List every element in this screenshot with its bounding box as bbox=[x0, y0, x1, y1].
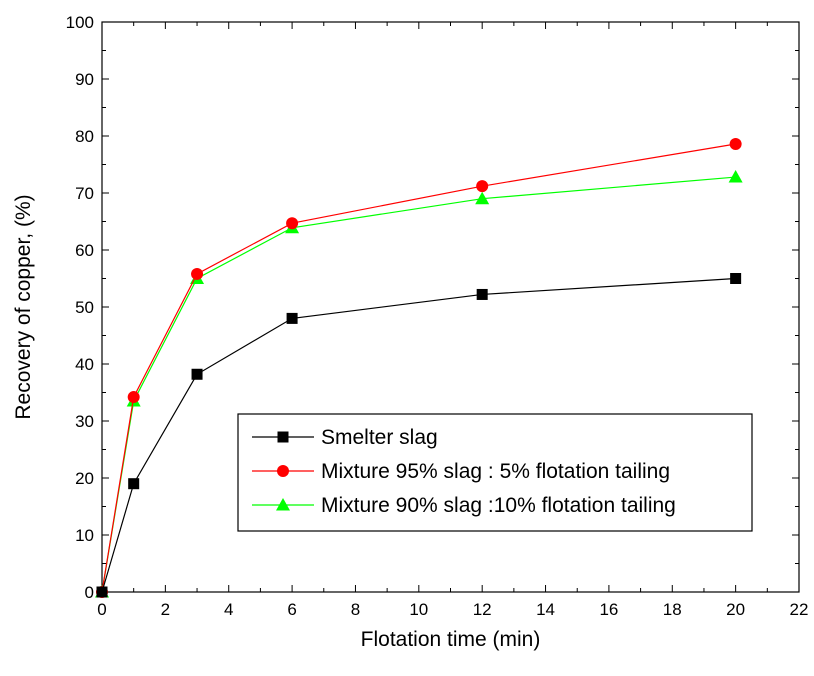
legend-label: Mixture 90% slag :10% flotation tailing bbox=[321, 494, 676, 517]
x-axis-title: Flotation time (min) bbox=[361, 628, 541, 651]
x-tick-label: 10 bbox=[409, 600, 428, 619]
legend-box bbox=[237, 413, 753, 532]
legend-marker bbox=[277, 465, 289, 477]
y-axis-title: Recovery of copper, (%) bbox=[12, 194, 35, 419]
y-tick-label: 40 bbox=[75, 355, 94, 374]
x-tick-label: 14 bbox=[536, 600, 555, 619]
x-tick-label: 20 bbox=[726, 600, 745, 619]
series-0 bbox=[96, 273, 742, 598]
data-point-0 bbox=[128, 478, 140, 490]
data-point-0 bbox=[286, 312, 298, 324]
x-tick-label: 2 bbox=[161, 600, 170, 619]
x-tick-label: 8 bbox=[351, 600, 360, 619]
y-tick-label: 10 bbox=[75, 526, 94, 545]
legend-item-2: Mixture 90% slag :10% flotation tailing bbox=[252, 494, 676, 517]
y-tick-label: 20 bbox=[75, 469, 94, 488]
data-point-0 bbox=[191, 368, 203, 380]
data-point-1 bbox=[729, 137, 742, 150]
x-tick-label: 16 bbox=[599, 600, 618, 619]
legend-item-1: Mixture 95% slag : 5% flotation tailing bbox=[252, 460, 670, 483]
x-tick-label: 0 bbox=[97, 600, 106, 619]
data-point-2 bbox=[475, 191, 490, 205]
data-point-1 bbox=[191, 267, 204, 280]
legend-marker bbox=[277, 431, 289, 443]
y-tick-label: 50 bbox=[75, 298, 94, 317]
legend-label: Smelter slag bbox=[321, 426, 438, 449]
data-point-0 bbox=[730, 273, 742, 284]
x-tick-label: 12 bbox=[473, 600, 492, 619]
y-tick-label: 90 bbox=[75, 70, 94, 89]
legend-marker bbox=[276, 498, 290, 511]
data-point-1 bbox=[127, 391, 140, 404]
data-point-0 bbox=[476, 288, 488, 300]
legend-label: Mixture 95% slag : 5% flotation tailing bbox=[321, 460, 670, 483]
y-tick-label: 70 bbox=[75, 184, 94, 203]
y-tick-label: 60 bbox=[75, 241, 94, 260]
data-point-1 bbox=[476, 180, 489, 193]
x-tick-label: 4 bbox=[224, 600, 233, 619]
x-tick-label: 6 bbox=[287, 600, 296, 619]
series-line-1 bbox=[101, 143, 736, 593]
data-point-2 bbox=[728, 170, 743, 183]
x-tick-label: 22 bbox=[790, 600, 809, 619]
y-tick-label: 30 bbox=[75, 412, 94, 431]
x-tick-label: 18 bbox=[663, 600, 682, 619]
y-tick-label: 0 bbox=[85, 583, 94, 602]
y-tick-label: 100 bbox=[66, 13, 94, 32]
series-line-0 bbox=[101, 277, 736, 593]
y-tick-label: 80 bbox=[75, 127, 94, 146]
legend-item-0: Smelter slag bbox=[252, 426, 438, 449]
data-point-0 bbox=[96, 586, 108, 598]
data-point-1 bbox=[286, 217, 299, 230]
